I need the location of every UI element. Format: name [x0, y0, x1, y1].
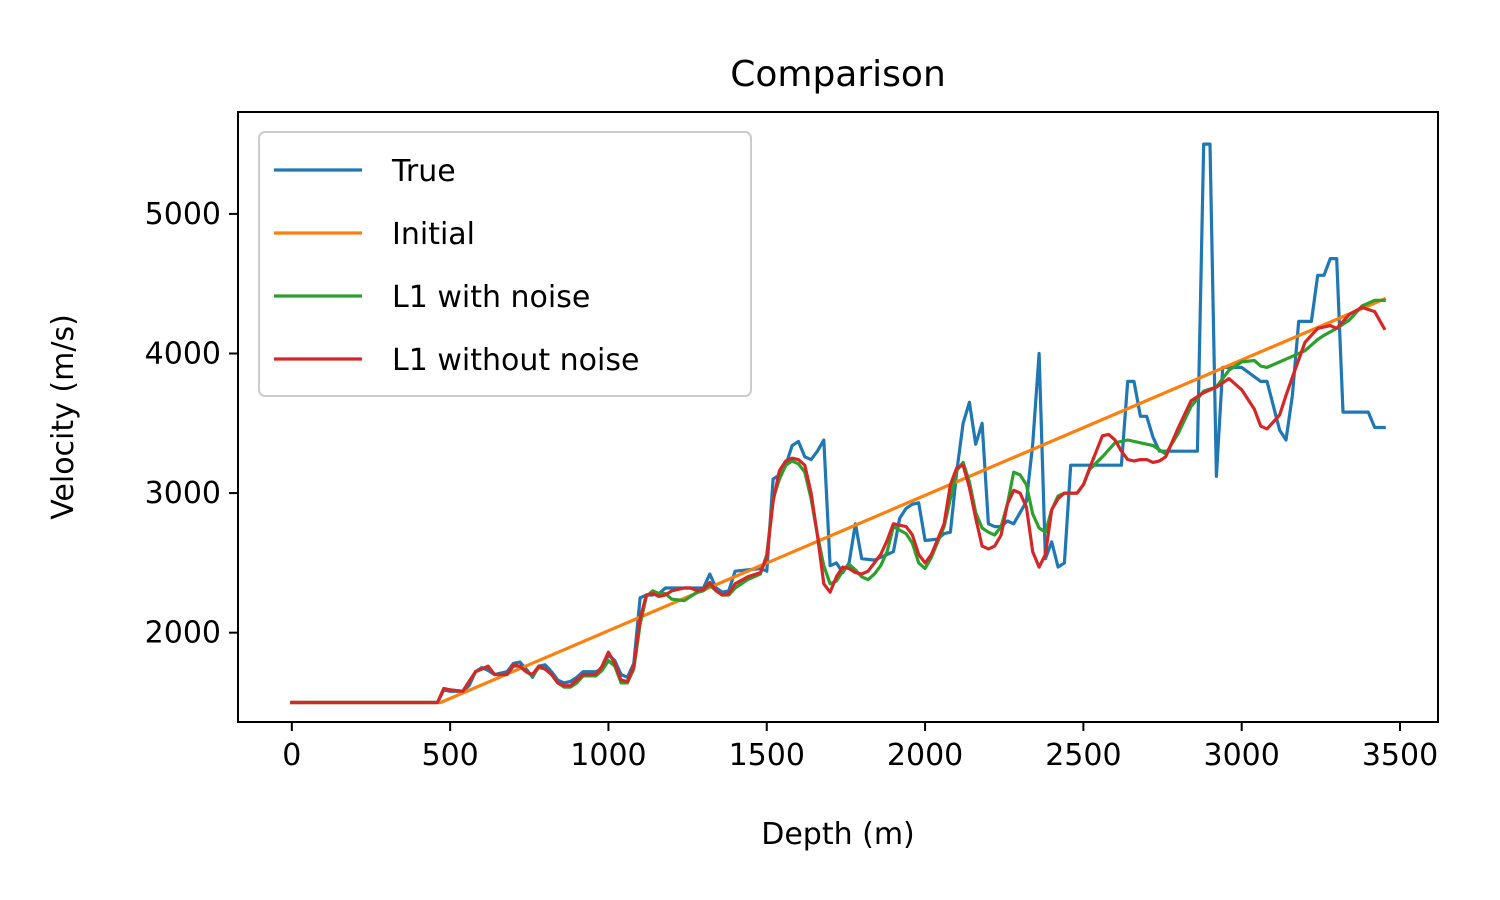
- y-tick-label: 3000: [145, 476, 221, 511]
- series-layer: [290, 142, 1387, 705]
- legend-label-2: L1 with noise: [392, 280, 590, 315]
- x-tick-label: 0: [282, 738, 301, 773]
- series-line-2: [290, 298, 1386, 705]
- series-line-3: [290, 305, 1387, 705]
- legend-label-3: L1 without noise: [392, 343, 639, 378]
- legend-label-1: Initial: [392, 217, 475, 252]
- x-axis-ticks: 0 500 1000 1500 2000 2500 3000 3500: [282, 722, 1438, 773]
- y-tick-label: 4000: [145, 336, 221, 371]
- x-tick-label: 3000: [1204, 738, 1280, 773]
- legend-label-0: True: [391, 154, 456, 189]
- x-tick-label: 1000: [570, 738, 646, 773]
- x-tick-label: 3500: [1362, 738, 1438, 773]
- y-tick-label: 5000: [145, 197, 221, 232]
- x-tick-label: 1500: [729, 738, 805, 773]
- x-tick-label: 2500: [1045, 738, 1121, 773]
- x-tick-label: 2000: [887, 738, 963, 773]
- y-axis-ticks: 2000 3000 4000 5000: [145, 197, 238, 651]
- x-tick-label: 500: [422, 738, 479, 773]
- chart-title: Comparison: [730, 54, 946, 95]
- y-tick-label: 2000: [145, 616, 221, 651]
- plot-frame: [237, 111, 1439, 723]
- legend-box: [258, 131, 752, 397]
- series-line-0: [290, 142, 1386, 705]
- x-axis-label: Depth (m): [761, 817, 915, 852]
- legend: True Initial L1 with noise L1 without noise: [258, 131, 752, 397]
- y-axis-label: Velocity (m/s): [46, 314, 81, 520]
